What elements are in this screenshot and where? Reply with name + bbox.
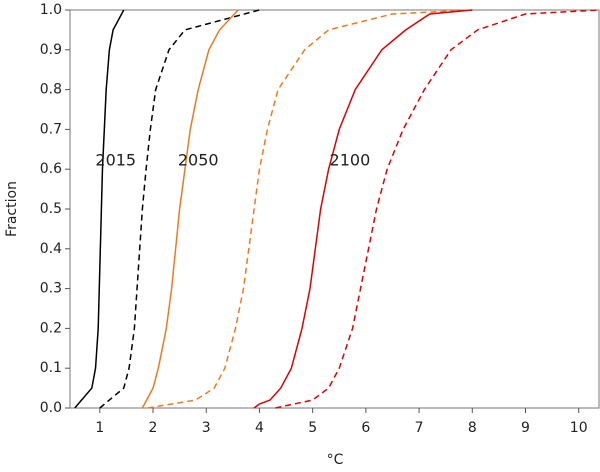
y-tick-label: 0.6 [40,161,62,177]
cdf-line [74,9,125,409]
y-tick-label: 0.0 [40,400,62,416]
x-tick-label: 8 [468,420,477,436]
x-tick-label: 2 [149,420,158,436]
cdf-line [99,9,260,409]
y-tick-label: 0.1 [40,360,62,376]
cdf-line [253,9,473,409]
annotation: 2015 [95,151,136,170]
y-tick-label: 0.2 [40,320,62,336]
y-tick-label: 0.8 [40,82,62,98]
y-tick-label: 1.0 [40,2,62,18]
y-tick-label: 0.9 [40,42,62,58]
y-tick-label: 0.4 [40,241,62,257]
x-tick-label: 7 [415,420,424,436]
cdf-line [141,9,239,409]
x-tick-label: 3 [202,420,211,436]
y-tick-label: 0.5 [40,201,62,217]
y-tick-label: 0.7 [40,121,62,137]
annotation: 2050 [178,151,219,170]
plot-frame [69,9,600,409]
x-tick-label: 1 [95,420,104,436]
cdf-line [147,9,473,409]
y-axis-label: Fraction [4,181,20,237]
annotation: 2100 [330,151,371,170]
x-tick-label: 4 [255,420,264,436]
x-tick-label: 10 [570,420,588,436]
x-tick-label: 9 [521,420,530,436]
x-tick-label: 5 [308,420,317,436]
x-axis-label: °C [327,452,344,468]
cdf-line [275,9,600,409]
y-tick-label: 0.3 [40,281,62,297]
x-tick-label: 6 [361,420,370,436]
